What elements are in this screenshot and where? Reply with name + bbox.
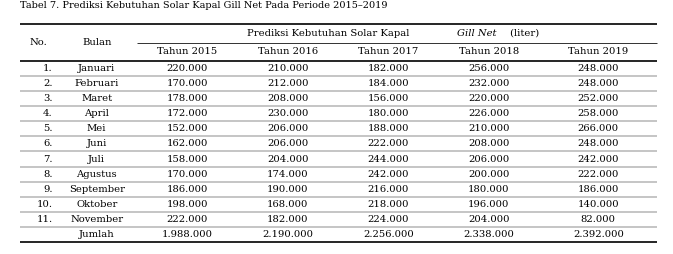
Text: Mei: Mei xyxy=(87,124,106,133)
Text: Juli: Juli xyxy=(88,154,105,164)
Text: 212.000: 212.000 xyxy=(267,79,308,88)
Text: 222.000: 222.000 xyxy=(367,139,409,148)
Text: 248.000: 248.000 xyxy=(577,64,619,73)
Text: 218.000: 218.000 xyxy=(367,200,409,209)
Text: Oktober: Oktober xyxy=(76,200,117,209)
Text: 82.000: 82.000 xyxy=(581,215,616,224)
Text: 222.000: 222.000 xyxy=(577,170,619,179)
Text: 180.000: 180.000 xyxy=(468,185,509,194)
Text: 248.000: 248.000 xyxy=(577,79,619,88)
Text: 8.: 8. xyxy=(43,170,52,179)
Text: 156.000: 156.000 xyxy=(367,94,409,103)
Text: 2.392.000: 2.392.000 xyxy=(573,230,624,239)
Text: 210.000: 210.000 xyxy=(468,124,509,133)
Text: 174.000: 174.000 xyxy=(267,170,308,179)
Text: Tahun 2017: Tahun 2017 xyxy=(358,47,419,56)
Text: April: April xyxy=(84,109,109,118)
Text: Prediksi Kebutuhan Solar Kapal: Prediksi Kebutuhan Solar Kapal xyxy=(246,29,412,38)
Text: 248.000: 248.000 xyxy=(577,139,619,148)
Text: 180.000: 180.000 xyxy=(367,109,409,118)
Text: 1.988.000: 1.988.000 xyxy=(162,230,213,239)
Text: 170.000: 170.000 xyxy=(166,170,208,179)
Text: 182.000: 182.000 xyxy=(367,64,409,73)
Text: 158.000: 158.000 xyxy=(166,154,208,164)
Text: 7.: 7. xyxy=(43,154,52,164)
Text: 188.000: 188.000 xyxy=(367,124,409,133)
Text: Jumlah: Jumlah xyxy=(79,230,114,239)
Text: 258.000: 258.000 xyxy=(577,109,619,118)
Text: 206.000: 206.000 xyxy=(267,139,308,148)
Text: 232.000: 232.000 xyxy=(468,79,509,88)
Text: 266.000: 266.000 xyxy=(577,124,618,133)
Text: 220.000: 220.000 xyxy=(166,64,208,73)
Text: 204.000: 204.000 xyxy=(267,154,308,164)
Text: 140.000: 140.000 xyxy=(577,200,619,209)
Text: 2.338.000: 2.338.000 xyxy=(464,230,514,239)
Text: 11.: 11. xyxy=(36,215,52,224)
Text: Tabel 7. Prediksi Kebutuhan Solar Kapal Gill Net Pada Periode 2015–2019: Tabel 7. Prediksi Kebutuhan Solar Kapal … xyxy=(20,1,387,10)
Text: Bulan: Bulan xyxy=(82,38,112,46)
Text: 242.000: 242.000 xyxy=(367,170,409,179)
Text: 242.000: 242.000 xyxy=(577,154,619,164)
Text: Februari: Februari xyxy=(75,79,119,88)
Text: 198.000: 198.000 xyxy=(166,200,208,209)
Text: 186.000: 186.000 xyxy=(166,185,208,194)
Text: 170.000: 170.000 xyxy=(166,79,208,88)
Text: 200.000: 200.000 xyxy=(468,170,509,179)
Text: 2.: 2. xyxy=(43,79,52,88)
Text: 5.: 5. xyxy=(43,124,52,133)
Text: Tahun 2019: Tahun 2019 xyxy=(568,47,629,56)
Text: 6.: 6. xyxy=(43,139,52,148)
Text: Gill Net: Gill Net xyxy=(456,29,496,38)
Text: 206.000: 206.000 xyxy=(267,124,308,133)
Text: September: September xyxy=(69,185,125,194)
Text: 2.256.000: 2.256.000 xyxy=(363,230,414,239)
Text: 178.000: 178.000 xyxy=(166,94,208,103)
Text: 162.000: 162.000 xyxy=(166,139,208,148)
Text: 182.000: 182.000 xyxy=(267,215,308,224)
Text: 172.000: 172.000 xyxy=(166,109,208,118)
Text: 252.000: 252.000 xyxy=(577,94,619,103)
Text: 206.000: 206.000 xyxy=(468,154,509,164)
Text: 3.: 3. xyxy=(43,94,52,103)
Text: 10.: 10. xyxy=(37,200,52,209)
Text: 184.000: 184.000 xyxy=(367,79,409,88)
Text: No.: No. xyxy=(29,38,47,46)
Text: 9.: 9. xyxy=(43,185,52,194)
Text: 1.: 1. xyxy=(43,64,52,73)
Text: 226.000: 226.000 xyxy=(468,109,509,118)
Text: 2.190.000: 2.190.000 xyxy=(262,230,313,239)
Text: 210.000: 210.000 xyxy=(267,64,308,73)
Text: 230.000: 230.000 xyxy=(267,109,308,118)
Text: 168.000: 168.000 xyxy=(267,200,308,209)
Text: 186.000: 186.000 xyxy=(577,185,619,194)
Text: 204.000: 204.000 xyxy=(468,215,509,224)
Text: Agustus: Agustus xyxy=(77,170,117,179)
Text: 4.: 4. xyxy=(43,109,52,118)
Text: Juni: Juni xyxy=(87,139,107,148)
Text: 208.000: 208.000 xyxy=(468,139,509,148)
Text: 244.000: 244.000 xyxy=(367,154,409,164)
Text: November: November xyxy=(70,215,123,224)
Text: Tahun 2016: Tahun 2016 xyxy=(258,47,318,56)
Text: 256.000: 256.000 xyxy=(468,64,509,73)
Text: (liter): (liter) xyxy=(507,29,539,38)
Text: 224.000: 224.000 xyxy=(367,215,409,224)
Text: Tahun 2015: Tahun 2015 xyxy=(157,47,217,56)
Text: 216.000: 216.000 xyxy=(367,185,409,194)
Text: Maret: Maret xyxy=(81,94,112,103)
Text: Tahun 2018: Tahun 2018 xyxy=(459,47,519,56)
Text: 190.000: 190.000 xyxy=(267,185,308,194)
Text: 196.000: 196.000 xyxy=(468,200,509,209)
Text: Januari: Januari xyxy=(78,64,115,73)
Text: 152.000: 152.000 xyxy=(166,124,208,133)
Text: 222.000: 222.000 xyxy=(166,215,208,224)
Text: 208.000: 208.000 xyxy=(267,94,308,103)
Text: 220.000: 220.000 xyxy=(468,94,509,103)
